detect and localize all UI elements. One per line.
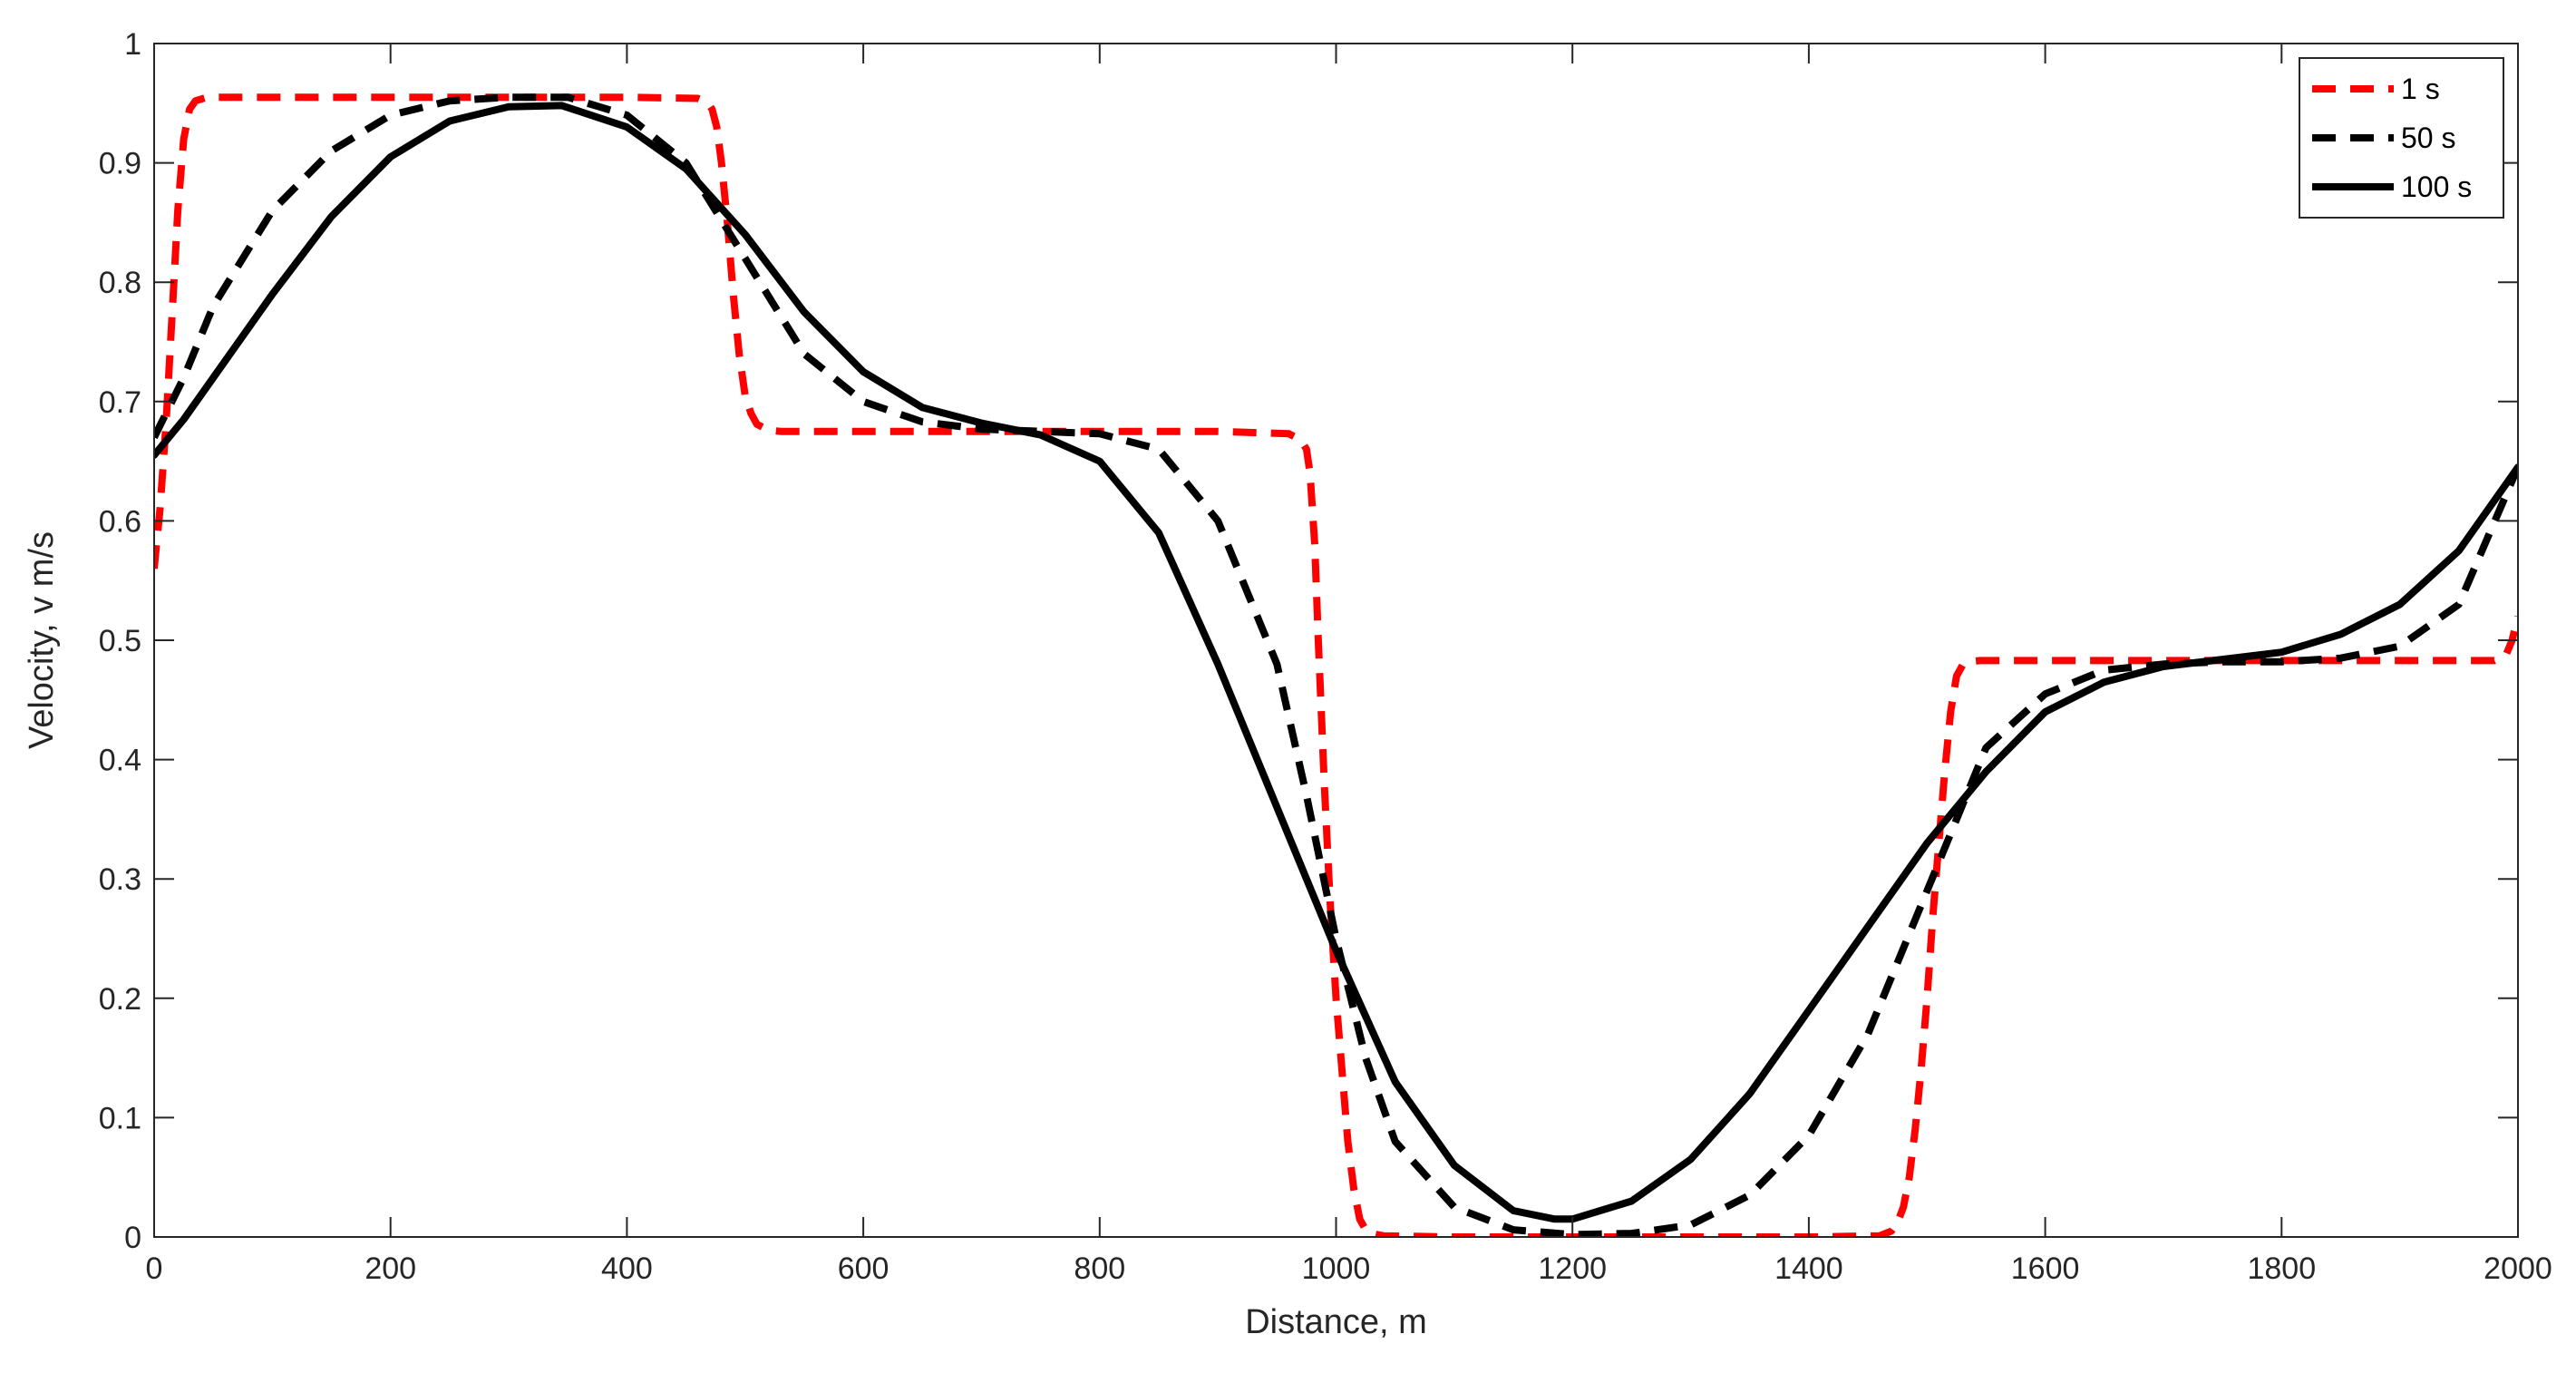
chart-marks (154, 93, 2518, 1237)
x-tick-label: 1400 (1774, 1251, 1843, 1286)
y-tick-label: 0.5 (99, 624, 141, 658)
x-tick-label: 2000 (2484, 1251, 2552, 1286)
x-tick-label: 600 (838, 1251, 889, 1286)
y-tick-label: 0.3 (99, 862, 141, 897)
x-axis-label: Distance, m (1245, 1303, 1427, 1341)
y-tick-label: 0 (124, 1221, 141, 1255)
legend-label-100s: 100 s (2401, 170, 2472, 203)
y-axis-label: Velocity, v m/s (23, 531, 61, 749)
chart-axes: 0 200 400 600 800 1000 1200 1400 1600 1800 2000 0 0.… (23, 27, 2552, 1341)
x-tick-label: 1000 (1302, 1251, 1371, 1286)
y-tick-label: 0.2 (99, 982, 141, 1017)
x-tick-label: 1600 (2011, 1251, 2080, 1286)
legend-label-1s: 1 s (2401, 73, 2440, 105)
y-tick-label: 0.7 (99, 385, 141, 420)
y-tick-label: 1 (124, 27, 141, 62)
y-tick-label: 0.9 (99, 147, 141, 181)
x-tick-label: 200 (365, 1251, 416, 1286)
chart-legend: 1 s 50 s 100 s (2299, 57, 2504, 219)
y-tick-label: 0.1 (99, 1101, 141, 1135)
x-tick-label: 1800 (2247, 1251, 2316, 1286)
series-line-100s (154, 102, 2518, 1223)
y-tick-label: 0.4 (99, 744, 141, 778)
y-tick-label: 0.8 (99, 266, 141, 300)
x-tick-label: 0 (146, 1251, 163, 1286)
x-tick-label: 400 (601, 1251, 653, 1286)
plot-background (154, 44, 2518, 1237)
y-tick-label: 0.6 (99, 504, 141, 539)
x-tick-label: 1200 (1538, 1251, 1607, 1286)
legend-label-50s: 50 s (2401, 122, 2455, 154)
series-line-50s (154, 93, 2518, 1237)
x-tick-label: 800 (1074, 1251, 1125, 1286)
